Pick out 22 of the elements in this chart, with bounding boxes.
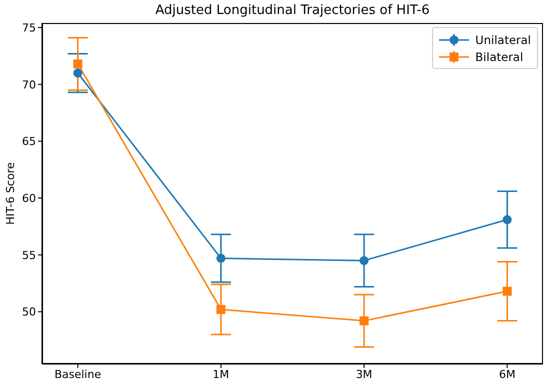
y-tick-label: 50 [22,306,36,319]
x-tick-label: 6M [498,368,516,381]
legend-label: Bilateral [475,50,524,64]
point [73,68,82,78]
legend-label: Unilateral [475,32,531,46]
x-tick-label: 1M [212,368,230,381]
y-tick-label: 75 [22,21,36,34]
y-tick-label: 65 [22,135,36,148]
point [502,215,512,224]
y-tick-label: 55 [22,248,36,262]
y-axis-title: HIT-6 Score [4,162,17,225]
point [360,256,369,266]
y-tick-label: 70 [22,78,36,92]
point [73,59,82,68]
x-tick-label: Baseline [54,368,102,381]
chart-title: Adjusted Longitudinal Trajectories of HIT-6 [154,3,431,18]
point [502,286,512,296]
y-tick-label: 60 [22,192,36,205]
point [216,254,226,263]
point [216,304,226,314]
x-tick-label: 3M [356,368,372,381]
point [360,316,369,326]
